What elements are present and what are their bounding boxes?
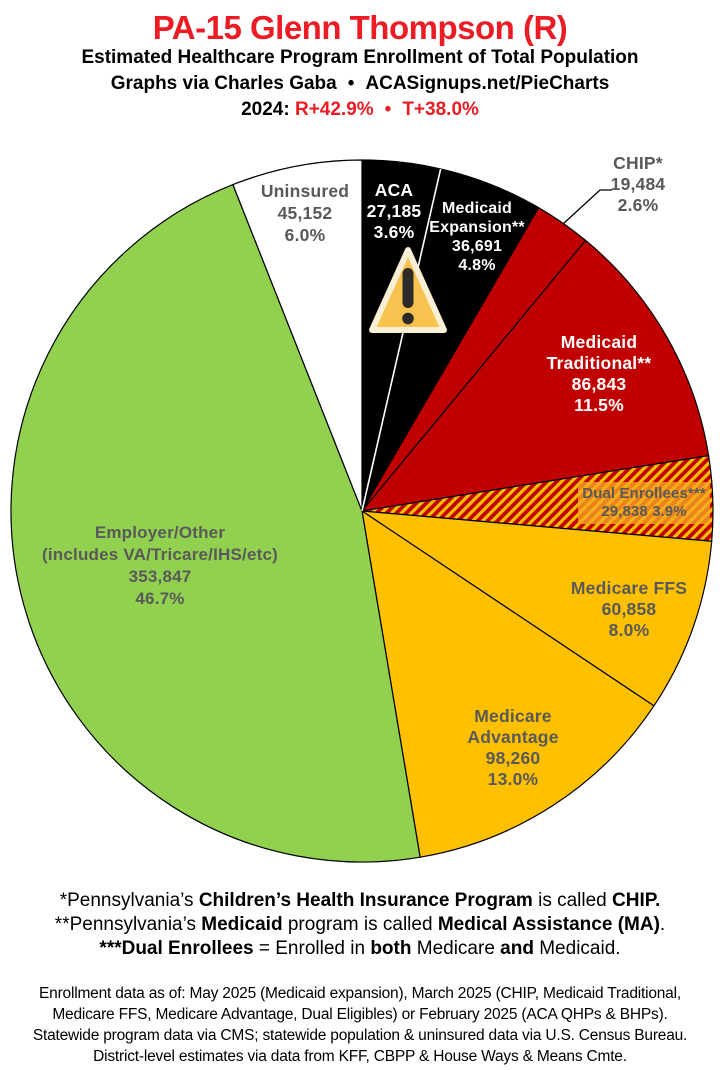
slice-label-medicaid-expansion: Medicaid Expansion** 36,691 4.8% (429, 200, 525, 274)
slice-label-medicaid-traditional: Medicaid Traditional** 86,843 11.5% (546, 332, 652, 415)
credit-author: Graphs via Charles Gaba (110, 73, 337, 94)
source-note-line: Statewide program data via CMS; statewid… (32, 1027, 688, 1044)
bullet-separator: • (384, 99, 392, 120)
slice-label-medicare-advantage: Medicare Advantage 98,260 13.0% (467, 706, 559, 789)
bullet-separator: • (347, 73, 355, 94)
r-lean-value: R+42.9% (294, 99, 374, 120)
source-note-line: Enrollment data as of: May 2025 (Medicai… (39, 985, 681, 1002)
pie-slice-employer-other (10, 184, 421, 863)
source-note-line: Medicare FFS, Medicare Advantage, Dual E… (52, 1006, 668, 1023)
footnote-chip: *Pennsylvania’s Children’s Health Insura… (59, 890, 661, 911)
slice-label-medicare-ffs: Medicare FFS 60,858 8.0% (570, 578, 688, 640)
slice-divider-line (361, 168, 442, 512)
slice-label-dual-enrollees: Dual Enrollees*** 29,838 3.9% (578, 482, 710, 524)
footnotes: *Pennsylvania’s Children’s Health Insura… (0, 889, 720, 961)
pie-chart: ACA 27,185 3.6% Medicaid Expansion** 36,… (0, 140, 720, 888)
pie-svg (10, 159, 714, 863)
pie-slice-uninsured (232, 159, 363, 512)
pie-slice-medicare-ffs (361, 510, 713, 707)
subtitle-line: Estimated Healthcare Program Enrollment … (81, 47, 639, 68)
chip-callout-line (562, 189, 612, 225)
warning-icon (369, 247, 447, 333)
pie-slice-medicare-advantage (361, 510, 655, 858)
t-lean-value: T+38.0% (402, 99, 479, 120)
header: PA-15 Glenn Thompson (R) Estimated Healt… (0, 0, 720, 123)
pie-slices (10, 159, 714, 863)
source-notes: Enrollment data as of: May 2025 (Medicai… (0, 983, 720, 1067)
slice-label-chip: CHIP* 19,484 2.6% (610, 153, 666, 215)
credit-line: Graphs via Charles Gaba • ACASignups.net/P… (0, 71, 720, 97)
credit-site: ACASignups.net/PieCharts (365, 73, 610, 94)
source-note-line: District-level estimates via data from K… (93, 1048, 627, 1065)
page-title: PA-15 Glenn Thompson (R) (152, 9, 568, 46)
slice-label-uninsured: Uninsured 45,152 6.0% (260, 181, 350, 245)
year-label: 2024: (241, 99, 290, 120)
pie-slice-medicaid-traditional (361, 239, 710, 512)
partisan-lean-line: 2024: R+42.9% • T+38.0% (0, 97, 720, 123)
slice-label-aca: ACA 27,185 3.6% (366, 180, 422, 242)
slice-label-employer-other: Employer/Other (includes VA/Tricare/IHS/… (41, 523, 279, 608)
footnote-dual-enrollees: ***Dual Enrollees = Enrolled in both Med… (99, 938, 621, 959)
footnote-medicaid: **Pennsylvania’s Medicaid program is cal… (54, 914, 666, 935)
